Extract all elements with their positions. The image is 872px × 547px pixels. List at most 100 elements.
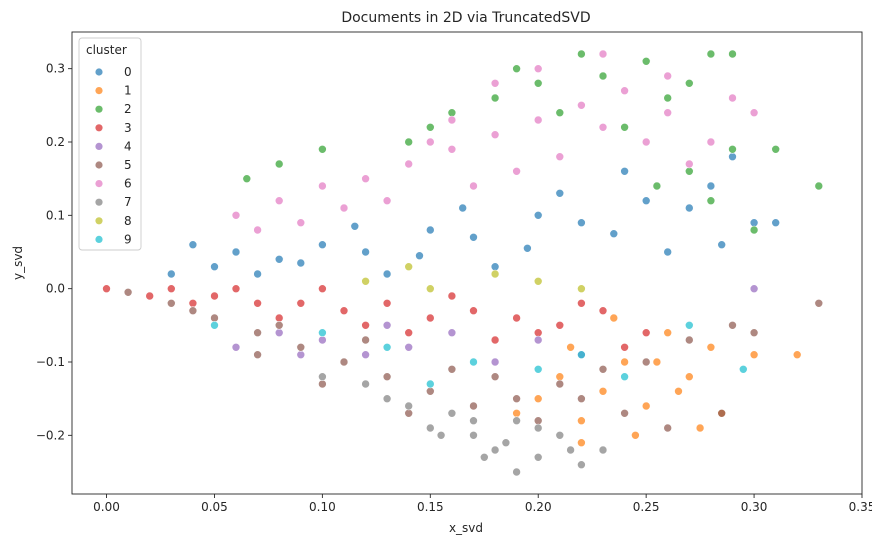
- point-cluster-8: [533, 276, 543, 286]
- point-cluster-6: [469, 181, 478, 191]
- point-cluster-1: [674, 386, 683, 396]
- point-cluster-1: [533, 394, 543, 404]
- point-cluster-3: [447, 291, 457, 301]
- point-cluster-2: [425, 123, 435, 132]
- point-cluster-4: [318, 335, 327, 345]
- point-cluster-4: [274, 328, 284, 338]
- point-cluster-6: [296, 218, 306, 227]
- point-cluster-5: [598, 364, 608, 374]
- point-cluster-5: [717, 408, 727, 418]
- point-cluster-5: [123, 287, 133, 297]
- point-cluster-5: [296, 342, 306, 352]
- point-cluster-0: [749, 218, 759, 227]
- legend-box: [78, 37, 142, 251]
- point-cluster-2: [728, 145, 737, 154]
- legend-marker-8: [95, 217, 103, 225]
- point-cluster-0: [684, 203, 694, 213]
- point-cluster-7: [501, 438, 511, 448]
- point-cluster-0: [231, 247, 241, 257]
- point-cluster-6: [274, 196, 284, 205]
- point-cluster-7: [361, 379, 370, 389]
- point-cluster-1: [792, 350, 802, 360]
- legend-label-2: 2: [124, 102, 132, 116]
- point-cluster-5: [188, 306, 198, 316]
- point-cluster-2: [814, 181, 824, 191]
- point-cluster-5: [663, 423, 673, 433]
- point-cluster-1: [512, 408, 521, 418]
- point-cluster-2: [728, 49, 737, 59]
- point-cluster-2: [577, 49, 586, 59]
- point-cluster-2: [512, 64, 521, 73]
- point-cluster-2: [641, 56, 651, 66]
- point-cluster-0: [469, 233, 478, 242]
- point-cluster-7: [512, 467, 521, 477]
- point-cluster-1: [749, 350, 759, 360]
- legend-label-9: 9: [124, 232, 132, 246]
- point-cluster-7: [469, 430, 478, 440]
- point-cluster-7: [404, 401, 414, 411]
- y-tick-label: 0.3: [46, 62, 65, 76]
- point-cluster-9: [577, 350, 586, 360]
- point-cluster-6: [361, 174, 370, 183]
- point-cluster-3: [425, 313, 435, 323]
- point-cluster-5: [210, 313, 219, 323]
- point-cluster-6: [663, 108, 673, 117]
- point-cluster-5: [274, 320, 284, 330]
- point-cluster-5: [447, 364, 457, 374]
- point-cluster-4: [749, 284, 759, 294]
- legend-marker-1: [95, 87, 103, 95]
- point-cluster-8: [490, 269, 500, 279]
- legend-marker-6: [95, 180, 103, 188]
- point-cluster-0: [620, 167, 629, 176]
- point-cluster-3: [274, 313, 284, 323]
- point-cluster-2: [652, 181, 662, 191]
- point-cluster-2: [684, 167, 694, 176]
- point-cluster-0: [296, 258, 306, 268]
- point-cluster-3: [598, 306, 608, 316]
- point-cluster-0: [523, 244, 532, 253]
- point-cluster-5: [382, 372, 392, 382]
- point-cluster-6: [253, 225, 262, 235]
- point-cluster-0: [555, 189, 565, 198]
- point-cluster-0: [188, 240, 198, 249]
- x-tick-label: 0.25: [633, 500, 660, 514]
- point-cluster-0: [167, 269, 176, 279]
- point-cluster-1: [566, 342, 575, 352]
- point-cluster-5: [490, 372, 500, 382]
- point-cluster-5: [361, 335, 370, 345]
- legend-label-0: 0: [124, 65, 132, 79]
- point-cluster-3: [318, 284, 327, 294]
- point-cluster-6: [425, 137, 435, 147]
- point-cluster-0: [490, 262, 500, 272]
- point-cluster-1: [652, 357, 662, 367]
- y-axis-label: y_svd: [11, 246, 25, 280]
- point-cluster-6: [490, 79, 500, 88]
- plot-frame: [71, 31, 863, 495]
- point-cluster-6: [533, 64, 543, 73]
- point-cluster-0: [728, 152, 737, 161]
- point-cluster-3: [253, 298, 262, 308]
- point-cluster-7: [490, 445, 500, 455]
- y-tick-label: 0.0: [46, 282, 65, 296]
- legend: cluster 0 1 2 3 4 5 6 7 8 9: [78, 37, 142, 251]
- y-tick-label: 0.2: [46, 135, 65, 149]
- point-cluster-1: [706, 342, 716, 352]
- point-cluster-4: [404, 342, 414, 352]
- point-cluster-6: [318, 181, 327, 191]
- point-cluster-7: [425, 423, 435, 433]
- point-cluster-3: [469, 306, 478, 316]
- point-cluster-6: [555, 152, 565, 161]
- point-cluster-1: [620, 357, 629, 367]
- point-cluster-8: [425, 284, 435, 294]
- point-cluster-7: [533, 423, 543, 433]
- legend-marker-7: [95, 198, 103, 206]
- legend-label-5: 5: [124, 158, 132, 172]
- point-cluster-2: [555, 108, 565, 117]
- point-cluster-9: [684, 320, 694, 330]
- point-cluster-5: [533, 416, 543, 426]
- point-cluster-0: [274, 254, 284, 264]
- point-cluster-7: [447, 408, 457, 418]
- point-cluster-5: [814, 298, 824, 308]
